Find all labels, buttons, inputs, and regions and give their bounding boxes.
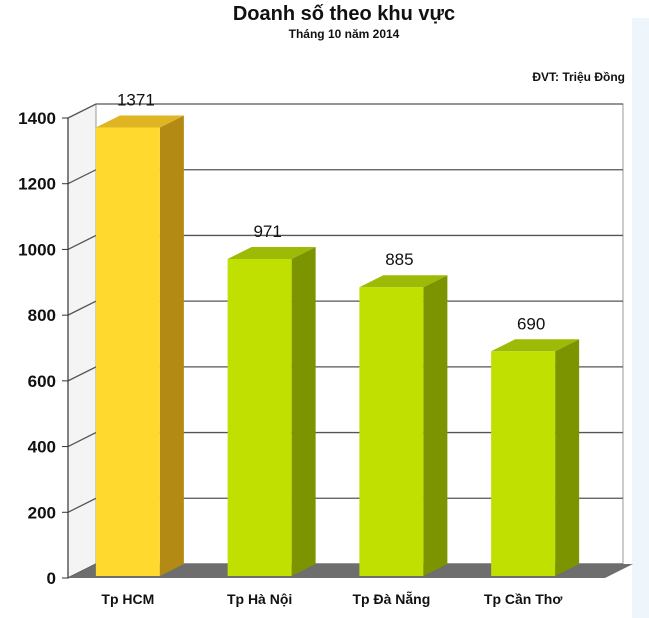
y-tick-label: 0 [47, 569, 56, 588]
y-tick-label: 800 [28, 306, 56, 325]
gridline [67, 103, 623, 119]
y-axis: 0 200 400 600 800 1000 1200 1400 [18, 109, 69, 588]
y-tick-label: 1200 [18, 175, 56, 194]
bar-side [159, 115, 184, 577]
bar-top [227, 246, 316, 259]
bar-top [95, 115, 184, 128]
bar-front [227, 258, 292, 576]
y-tick-label: 600 [28, 372, 56, 391]
bar-side [291, 246, 316, 576]
data-label: 971 [253, 222, 281, 241]
bar [491, 339, 580, 576]
bar-side [555, 339, 580, 576]
bar-top [359, 275, 448, 288]
bars [95, 115, 580, 577]
data-label: 1371 [117, 91, 155, 110]
x-tick-label: Tp HCM [101, 591, 154, 607]
bar [95, 115, 184, 577]
bar [359, 275, 448, 576]
bar-front [491, 351, 556, 576]
data-label: 885 [385, 250, 413, 269]
chart-title: Doanh số theo khu vực [233, 3, 455, 25]
bar-top [491, 339, 580, 352]
x-tick-label: Tp Hà Nội [227, 591, 292, 607]
y-tick-label: 200 [28, 503, 56, 522]
y-tick-label: 1400 [18, 109, 56, 128]
y-tick-label: 1000 [18, 240, 56, 259]
x-tick-label: Tp Đà Nẵng [352, 590, 430, 607]
unit-note: ĐVT: Triệu Đồng [532, 70, 625, 84]
left-wall [67, 103, 97, 579]
y-tick-label: 400 [28, 438, 56, 457]
data-label: 690 [517, 314, 545, 333]
bar [227, 246, 316, 576]
x-axis: Tp HCM Tp Hà Nội Tp Đà Nẵng Tp Cần Thơ [101, 590, 562, 607]
x-tick-label: Tp Cần Thơ [484, 591, 562, 607]
data-labels: 1371 971 885 690 [117, 91, 545, 334]
bar-side [423, 275, 448, 576]
bar-front [95, 127, 160, 577]
bar-front [359, 287, 424, 576]
chart-subtitle: Tháng 10 năm 2014 [289, 27, 400, 41]
side-panel [632, 18, 649, 618]
